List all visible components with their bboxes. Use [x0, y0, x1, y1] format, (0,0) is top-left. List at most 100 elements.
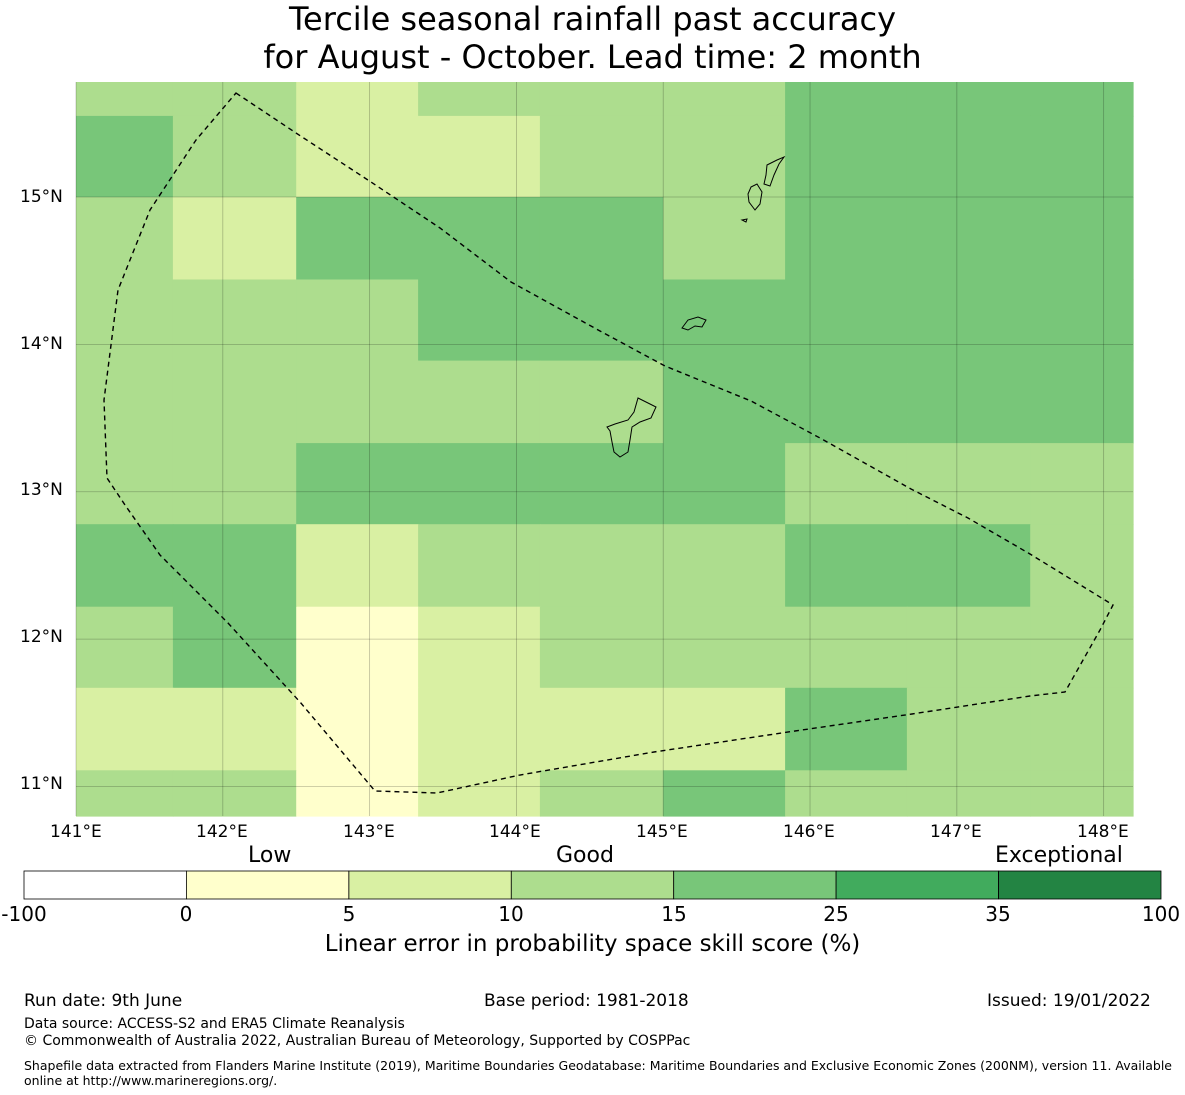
data-source: Data source: ACCESS-S2 and ERA5 Climate … [24, 1016, 405, 1032]
skill-cell [172, 197, 297, 281]
skill-cell [906, 443, 1031, 525]
skill-cell [785, 360, 908, 444]
skill-cell [906, 360, 1031, 444]
map-title: Tercile seasonal rainfall past accuracy … [0, 0, 1185, 76]
skill-cell [663, 279, 786, 362]
title-line-1: Tercile seasonal rainfall past accuracy [288, 0, 897, 38]
skill-cell [172, 360, 297, 444]
skill-cell [1030, 360, 1134, 444]
colorbar-tick: 10 [498, 902, 524, 926]
skill-cell [296, 770, 419, 817]
skill-cell [1030, 524, 1134, 608]
skill-cell [663, 360, 786, 444]
skill-cell [296, 82, 419, 117]
lat-label-11: 11°N [20, 774, 63, 794]
copyright: © Commonwealth of Australia 2022, Austra… [24, 1033, 691, 1049]
skill-cell [539, 687, 664, 771]
lat-label-14: 14°N [20, 334, 63, 354]
skill-cell [172, 279, 297, 362]
skill-cell [172, 770, 297, 817]
skill-cell [1030, 687, 1134, 771]
skill-cell [418, 197, 541, 281]
skill-cell [296, 606, 419, 689]
lat-lon-gridlines [75, 82, 1133, 816]
lon-label-141: 141°E [50, 822, 102, 842]
skill-cell [785, 443, 908, 525]
lat-label-13: 13°N [20, 480, 63, 500]
skill-cell [539, 360, 664, 444]
skill-cell [539, 115, 664, 198]
skill-cell [906, 197, 1031, 281]
skill-cell [663, 606, 786, 689]
run-date: Run date: 9th June [24, 991, 183, 1011]
skill-cell [906, 82, 1031, 117]
skill-cell [663, 524, 786, 608]
colorbar-segment [185, 870, 350, 900]
colorbar-tick: 25 [823, 902, 849, 926]
skill-cell [418, 770, 541, 817]
skill-cell [172, 687, 297, 771]
skill-cell [76, 687, 174, 771]
skill-cell [906, 687, 1031, 771]
skill-cell [539, 82, 664, 117]
skill-cell [76, 524, 174, 608]
colorbar-tick: -100 [1, 902, 47, 926]
skill-cell [663, 82, 786, 117]
skill-grid-cells [76, 82, 1134, 817]
skill-cell [296, 687, 419, 771]
issued-date: Issued: 19/01/2022 [987, 991, 1151, 1011]
skill-cell [1030, 279, 1134, 362]
colorbar-tick: 15 [661, 902, 687, 926]
skill-cell [418, 360, 541, 444]
skill-cell [76, 770, 174, 817]
colorbar-category-good: Good [556, 843, 614, 868]
skill-cell [906, 524, 1031, 608]
colorbar-tick: 0 [179, 902, 193, 926]
colorbar-segment [998, 870, 1162, 900]
lat-label-12: 12°N [20, 627, 63, 647]
title-line-2: for August - October. Lead time: 2 month [263, 38, 922, 76]
colorbar-label: Linear error in probability space skill … [324, 931, 861, 957]
skill-cell [906, 115, 1031, 198]
lon-label-145: 145°E [636, 822, 688, 842]
skill-cell [1030, 770, 1134, 817]
colorbar-segment [348, 870, 512, 900]
skill-cell [76, 197, 174, 281]
lon-label-144: 144°E [489, 822, 541, 842]
skill-cell [296, 279, 419, 362]
skill-cell [418, 279, 541, 362]
skill-cell [785, 770, 908, 817]
skill-cell [785, 197, 908, 281]
skill-cell [76, 606, 174, 689]
lon-label-146: 146°E [783, 822, 835, 842]
skill-cell [906, 279, 1031, 362]
skill-cell [76, 443, 174, 525]
skill-cell [785, 115, 908, 198]
skill-cell [296, 443, 419, 525]
lon-label-147: 147°E [930, 822, 982, 842]
skill-cell [1030, 115, 1134, 198]
skill-cell [296, 524, 419, 608]
rota-island [681, 316, 707, 331]
skill-cell [418, 687, 541, 771]
skill-cell [539, 606, 664, 689]
lat-label-15: 15°N [20, 187, 63, 207]
skill-cell [906, 606, 1031, 689]
colorbar-segment [510, 870, 675, 900]
skill-cell [172, 443, 297, 525]
skill-cell [418, 443, 541, 525]
skill-cell [172, 82, 297, 117]
skill-cell [785, 524, 908, 608]
skill-cell [296, 197, 419, 281]
skill-cell [539, 197, 664, 281]
skill-cell [1030, 82, 1134, 117]
shapefile-credit: Shapefile data extracted from Flanders M… [24, 1058, 1172, 1088]
skill-cell [172, 115, 297, 198]
skill-cell [1030, 197, 1134, 281]
skill-cell [785, 82, 908, 117]
skill-cell [172, 524, 297, 608]
skill-cell [76, 115, 174, 198]
skill-cell [296, 360, 419, 444]
guam-island [606, 397, 657, 458]
